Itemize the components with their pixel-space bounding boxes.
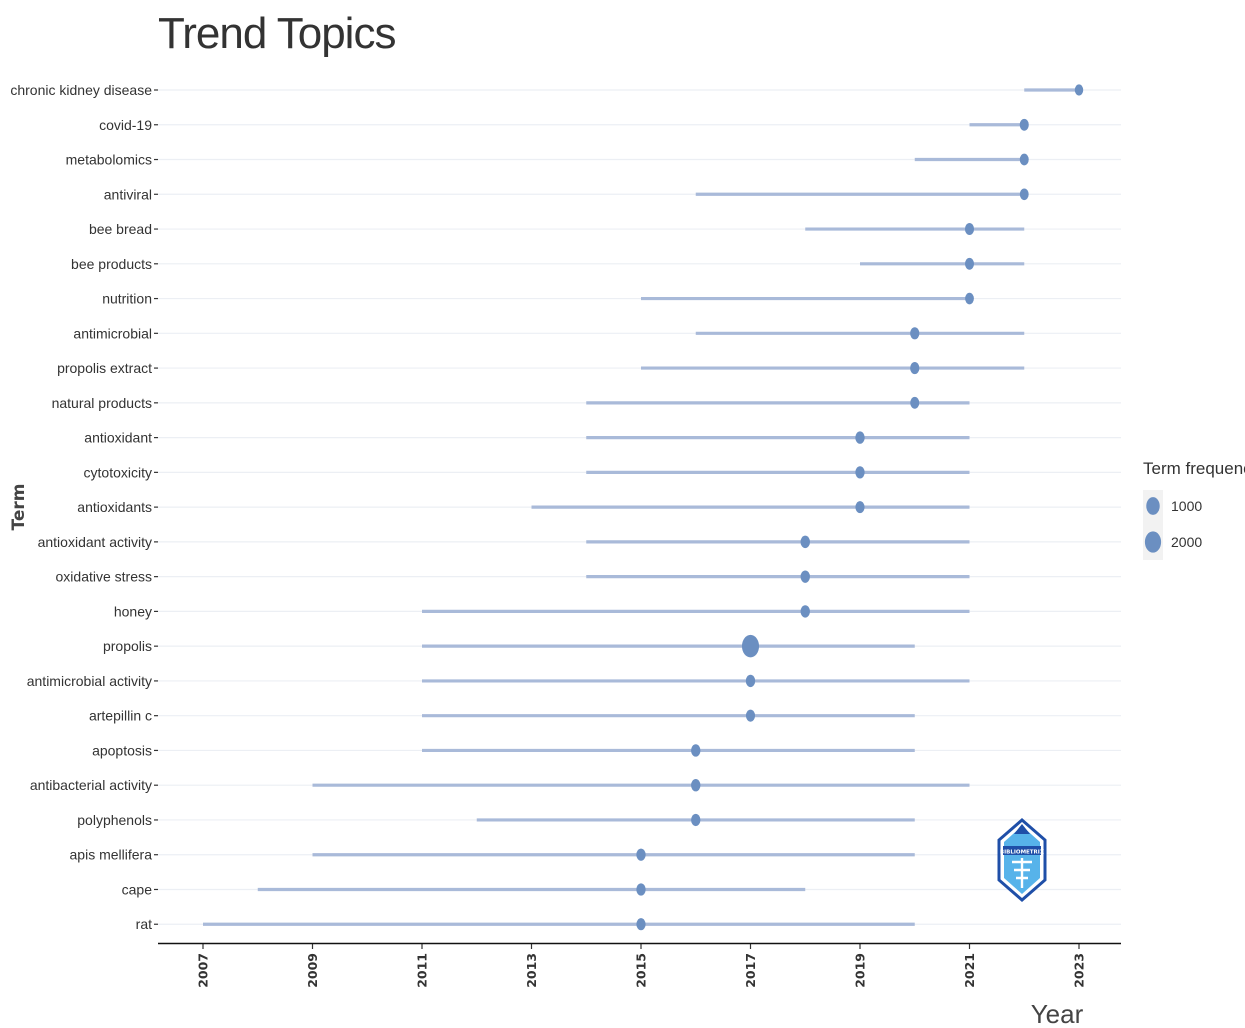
ytick-label-antioxidant: antioxidant bbox=[84, 430, 152, 446]
point-metabolomics bbox=[1019, 153, 1029, 166]
point-antimicrobial-activity bbox=[745, 674, 756, 688]
term-range-lines bbox=[203, 88, 1079, 926]
ytick-label-metabolomics: metabolomics bbox=[66, 152, 152, 168]
point-nutrition bbox=[965, 292, 974, 305]
logo-text: BIBLIOMETRIX bbox=[1000, 850, 1045, 856]
point-polyphenols bbox=[691, 813, 701, 827]
xtick-label-2007: 2007 bbox=[196, 953, 211, 988]
xtick-label-2019: 2019 bbox=[853, 953, 868, 988]
ytick-label-bee-products: bee products bbox=[71, 256, 152, 272]
ytick-label-apis-mellifera: apis mellifera bbox=[70, 847, 153, 863]
point-bee-bread bbox=[964, 223, 975, 236]
point-honey bbox=[800, 605, 810, 618]
legend-title: Term frequency bbox=[1143, 459, 1245, 478]
ytick-label-antimicrobial: antimicrobial bbox=[73, 325, 152, 341]
ytick-label-natural-products: natural products bbox=[52, 395, 152, 411]
point-covid-19 bbox=[1019, 118, 1029, 131]
logo-band bbox=[1003, 846, 1041, 855]
ytick-label-rat: rat bbox=[136, 916, 152, 932]
point-apoptosis bbox=[691, 744, 701, 757]
ytick-label-chronic-kidney-disease: chronic kidney disease bbox=[10, 82, 152, 98]
ytick-label-bee-bread: bee bread bbox=[89, 221, 152, 237]
logo-peak-icon bbox=[1014, 824, 1030, 834]
ytick-label-antioxidants: antioxidants bbox=[77, 499, 152, 515]
term-points bbox=[636, 84, 1084, 931]
ytick-label-oxidative-stress: oxidative stress bbox=[56, 569, 152, 585]
y-axis-ticks: chronic kidney disease covid-19 metabolomi… bbox=[10, 82, 158, 932]
logo-figure-icon bbox=[1012, 858, 1032, 888]
ytick-label-antibacterial-activity: antibacterial activity bbox=[30, 777, 152, 793]
point-antioxidant-activity bbox=[800, 535, 810, 549]
ytick-label-artepillin-c: artepillin c bbox=[89, 708, 152, 724]
legend: Term frequency 1000 2000 bbox=[1143, 459, 1245, 560]
xtick-label-2011: 2011 bbox=[415, 953, 430, 988]
chart-title: Trend Topics bbox=[158, 9, 395, 58]
point-cape bbox=[636, 883, 646, 896]
xtick-label-2013: 2013 bbox=[524, 953, 539, 988]
xtick-label-2015: 2015 bbox=[634, 953, 649, 988]
ytick-label-covid-19: covid-19 bbox=[99, 117, 152, 133]
point-antioxidants bbox=[855, 501, 865, 514]
point-propolis-extract bbox=[910, 362, 920, 375]
ytick-label-cape: cape bbox=[122, 881, 153, 897]
ytick-label-antimicrobial-activity: antimicrobial activity bbox=[27, 673, 152, 689]
xtick-label-2017: 2017 bbox=[743, 953, 758, 988]
legend-entries: 1000 2000 bbox=[1144, 497, 1202, 553]
point-apis-mellifera bbox=[636, 848, 646, 861]
point-artepillin-c bbox=[745, 709, 756, 722]
point-chronic-kidney-disease bbox=[1074, 84, 1084, 96]
ytick-label-antioxidant-activity: antioxidant activity bbox=[38, 534, 152, 550]
y-axis-title: Term bbox=[9, 484, 29, 531]
ytick-label-apoptosis: apoptosis bbox=[92, 742, 152, 758]
ytick-label-polyphenols: polyphenols bbox=[77, 812, 152, 828]
point-natural-products bbox=[910, 396, 920, 409]
xtick-label-2009: 2009 bbox=[305, 953, 320, 988]
ytick-label-propolis: propolis bbox=[103, 638, 152, 654]
point-cytotoxicity bbox=[855, 466, 865, 479]
xtick-label-2023: 2023 bbox=[1072, 953, 1087, 988]
point-antioxidant bbox=[855, 431, 865, 444]
x-axis-title: Year bbox=[1031, 999, 1084, 1028]
bibliometrix-logo: BIBLIOMETRIX bbox=[997, 818, 1047, 902]
legend-label-2000: 2000 bbox=[1171, 534, 1202, 550]
ytick-label-nutrition: nutrition bbox=[102, 291, 152, 307]
point-rat bbox=[636, 918, 646, 931]
point-bee-products bbox=[964, 257, 975, 270]
legend-label-1000: 1000 bbox=[1171, 498, 1202, 514]
ytick-label-antiviral: antiviral bbox=[104, 186, 152, 202]
point-propolis bbox=[741, 634, 760, 658]
legend-key-2000 bbox=[1144, 531, 1162, 553]
point-antibacterial-activity bbox=[691, 779, 701, 792]
ytick-label-cytotoxicity: cytotoxicity bbox=[84, 464, 152, 480]
point-antiviral bbox=[1019, 188, 1029, 201]
ytick-label-propolis-extract: propolis extract bbox=[57, 360, 152, 376]
xtick-label-2021: 2021 bbox=[962, 953, 977, 988]
point-oxidative-stress bbox=[800, 570, 810, 583]
point-antimicrobial bbox=[910, 327, 920, 340]
x-axis-ticks: 2007 2009 2011 2013 2015 2017 2019 2021 2023 bbox=[196, 944, 1087, 988]
legend-key-1000 bbox=[1146, 497, 1160, 515]
ytick-label-honey: honey bbox=[114, 603, 152, 619]
